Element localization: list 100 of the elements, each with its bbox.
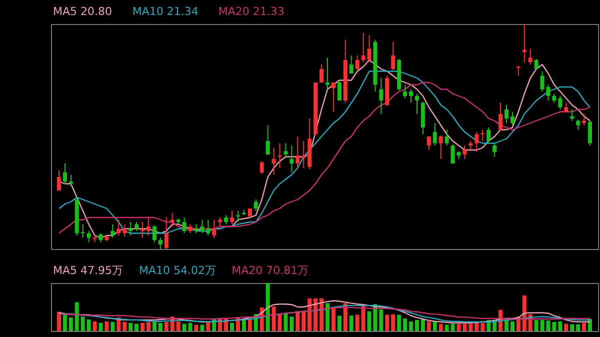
candlestick [546, 84, 550, 101]
bar [80, 316, 85, 331]
bar [182, 324, 186, 331]
candlestick [260, 160, 264, 174]
bar [104, 321, 109, 331]
candlestick [284, 142, 288, 158]
bar [98, 322, 103, 331]
bar [284, 312, 288, 331]
bar [492, 322, 497, 331]
candlestick [290, 145, 294, 173]
candlestick [212, 219, 216, 238]
bar [522, 295, 526, 331]
candlestick [337, 80, 342, 101]
candlestick [426, 136, 431, 150]
candlestick [86, 230, 91, 243]
candlestick [110, 224, 115, 238]
bar [420, 319, 425, 331]
candlestick [510, 111, 514, 126]
candlestick [540, 70, 544, 92]
candlestick [504, 104, 508, 124]
bar [540, 320, 544, 331]
candlestick [409, 88, 414, 104]
bar [146, 322, 150, 331]
bar [122, 322, 127, 331]
bar [164, 322, 168, 331]
bar [403, 318, 408, 331]
candlestick [182, 217, 186, 234]
candlestick [498, 102, 503, 132]
bar [320, 298, 324, 331]
bar [248, 318, 252, 331]
candlestick [68, 174, 73, 186]
bar [110, 322, 115, 331]
candlestick [200, 219, 204, 234]
bar [68, 318, 73, 331]
bar [337, 316, 342, 331]
candlestick [438, 134, 443, 160]
text: MA10 21.34 [132, 5, 198, 18]
bar [92, 321, 97, 331]
bar [385, 314, 390, 331]
text: MA20 21.33 [218, 5, 284, 18]
candlestick [576, 119, 580, 130]
candlestick [62, 163, 67, 184]
bar [290, 316, 294, 331]
bar [510, 321, 514, 331]
candlestick [230, 210, 234, 225]
bar [438, 324, 443, 331]
bar [74, 302, 79, 331]
bar [194, 324, 198, 331]
bar [588, 319, 592, 331]
bar [391, 314, 396, 331]
bar [62, 314, 67, 331]
bar [582, 322, 586, 331]
candlestick [152, 224, 156, 243]
bar [564, 324, 568, 331]
bar [397, 314, 402, 331]
bar [361, 306, 366, 331]
candlestick [492, 142, 497, 158]
bar [355, 314, 360, 331]
bar [325, 303, 330, 331]
candlestick [206, 219, 210, 236]
candlestick [432, 122, 437, 146]
bar [343, 303, 348, 331]
bar [134, 324, 139, 331]
candlestick [462, 145, 467, 160]
candlestick [444, 129, 449, 146]
candlestick [403, 84, 408, 99]
candlestick [56, 170, 61, 191]
bar [176, 321, 180, 331]
bar [426, 321, 431, 331]
candlestick [164, 217, 168, 250]
text: MA20 70.81万 [232, 264, 309, 277]
candlestick [320, 64, 324, 83]
candlestick [254, 199, 258, 212]
candlestick [266, 124, 270, 155]
text: MA5 47.95万 [53, 264, 124, 277]
candlestick [80, 224, 85, 238]
candlestick [355, 55, 360, 71]
bar [409, 321, 414, 331]
bar [86, 319, 91, 331]
bar [278, 314, 282, 331]
bar [128, 322, 133, 331]
candlestick [325, 57, 330, 90]
bar [302, 311, 306, 331]
bar [296, 311, 300, 331]
candlestick [349, 55, 354, 74]
bar [349, 316, 354, 331]
bar [576, 324, 580, 331]
bar [140, 322, 145, 331]
candlestick [391, 42, 396, 71]
bar [534, 320, 538, 331]
bar [570, 324, 574, 331]
bar [468, 324, 473, 331]
bar [450, 324, 455, 331]
bar [230, 322, 234, 331]
candlestick [116, 219, 121, 236]
bar [314, 298, 318, 331]
candlestick [278, 142, 282, 168]
bar [558, 321, 562, 331]
bar [56, 312, 61, 331]
candlestick [379, 78, 384, 114]
